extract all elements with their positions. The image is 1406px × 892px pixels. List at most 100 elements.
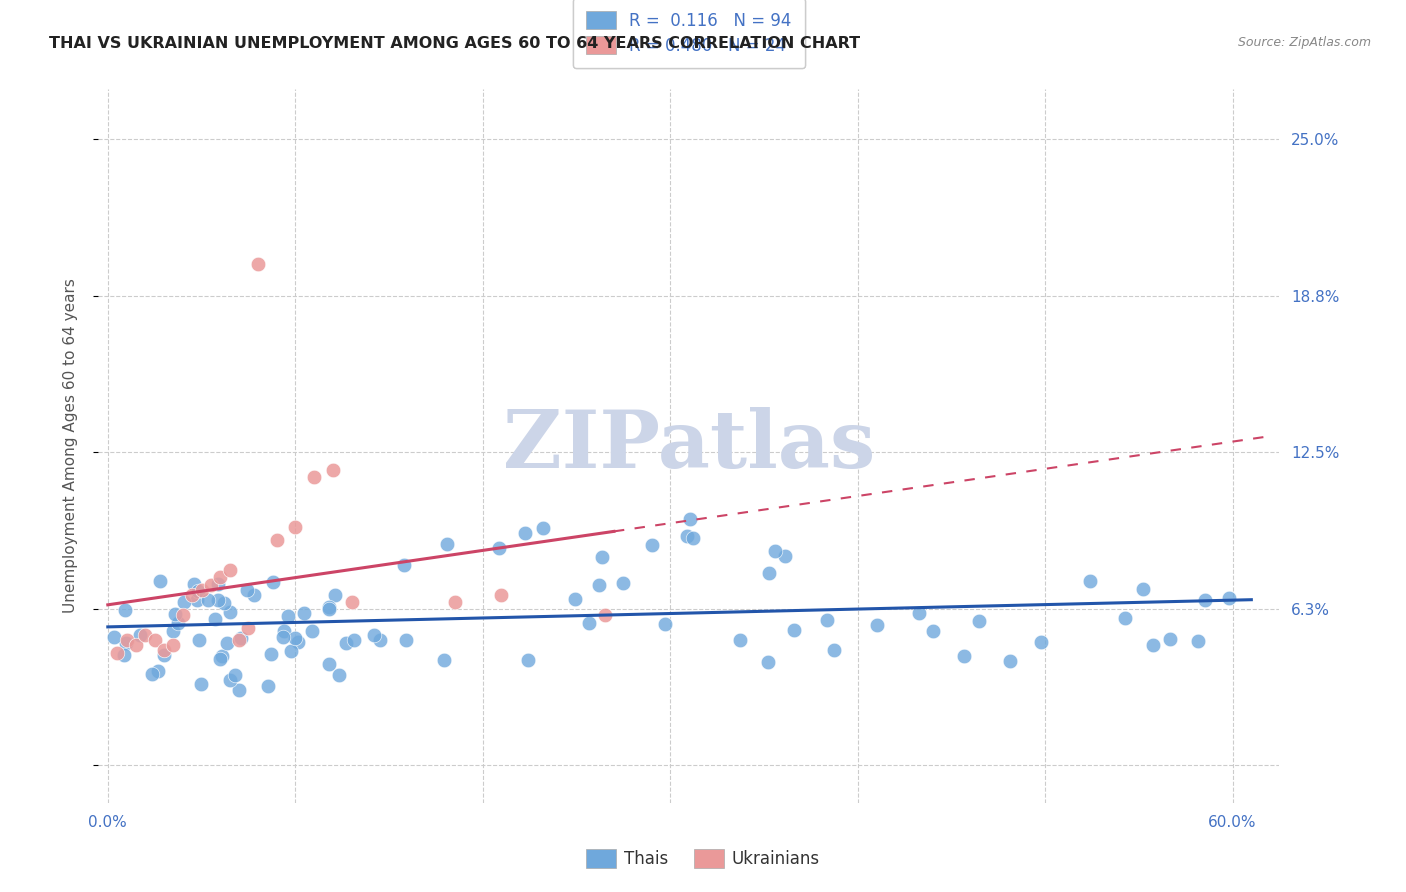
Point — [153, 648, 176, 663]
Point — [262, 575, 284, 590]
Point — [967, 614, 990, 628]
Point — [1080, 574, 1102, 588]
Point — [187, 584, 209, 599]
Point — [323, 588, 346, 602]
Point — [112, 648, 135, 663]
Point — [173, 595, 195, 609]
Point — [284, 631, 307, 645]
Point — [1132, 582, 1154, 596]
Point — [908, 606, 931, 620]
Point — [436, 537, 458, 551]
Legend: R =  0.116   N = 94, R = 0.480   N = 24: R = 0.116 N = 94, R = 0.480 N = 24 — [572, 0, 806, 69]
Point — [200, 578, 222, 592]
Point — [197, 593, 219, 607]
Point — [183, 577, 205, 591]
Point — [224, 667, 246, 681]
Point — [277, 608, 299, 623]
Point — [105, 646, 128, 660]
Point — [228, 683, 250, 698]
Point — [280, 644, 302, 658]
Point — [186, 593, 208, 607]
Point — [682, 531, 704, 545]
Text: Source: ZipAtlas.com: Source: ZipAtlas.com — [1237, 36, 1371, 49]
Point — [266, 533, 288, 547]
Point — [143, 633, 166, 648]
Point — [236, 583, 259, 598]
Point — [228, 633, 250, 648]
Point — [516, 653, 538, 667]
Point — [654, 616, 676, 631]
Point — [207, 593, 229, 607]
Point — [866, 618, 889, 632]
Point — [301, 624, 323, 639]
Point — [823, 643, 845, 657]
Point — [1142, 638, 1164, 652]
Point — [190, 582, 212, 597]
Point — [287, 635, 309, 649]
Point — [246, 257, 269, 271]
Point — [783, 624, 806, 638]
Point — [273, 624, 295, 639]
Point — [763, 544, 786, 558]
Point — [129, 628, 152, 642]
Point — [302, 470, 325, 484]
Point — [114, 603, 136, 617]
Point — [593, 607, 616, 622]
Point — [115, 633, 138, 648]
Point — [217, 636, 239, 650]
Point — [115, 635, 138, 649]
Point — [284, 520, 307, 534]
Point — [271, 630, 294, 644]
Point — [922, 624, 945, 638]
Point — [340, 595, 363, 609]
Point — [165, 607, 187, 621]
Y-axis label: Unemployment Among Ages 60 to 64 years: Unemployment Among Ages 60 to 64 years — [63, 278, 77, 614]
Point — [675, 529, 697, 543]
Point — [257, 679, 280, 693]
Point — [208, 652, 231, 666]
Point — [187, 632, 209, 647]
Point — [212, 596, 235, 610]
Point — [218, 605, 240, 619]
Point — [134, 628, 156, 642]
Point — [815, 613, 838, 627]
Point — [1114, 611, 1136, 625]
Point — [318, 602, 340, 616]
Point — [141, 666, 163, 681]
Legend: Thais, Ukrainians: Thais, Ukrainians — [579, 843, 827, 875]
Point — [103, 630, 125, 644]
Point — [1159, 632, 1181, 647]
Point — [328, 668, 350, 682]
Point — [564, 591, 586, 606]
Point — [209, 570, 232, 584]
Point — [238, 621, 260, 635]
Point — [758, 566, 780, 580]
Point — [181, 588, 204, 602]
Point — [218, 563, 240, 577]
Point — [172, 607, 194, 622]
Point — [1194, 592, 1216, 607]
Point — [395, 633, 418, 648]
Point — [1218, 591, 1240, 606]
Point — [591, 549, 613, 564]
Point — [167, 616, 190, 631]
Point — [368, 632, 391, 647]
Point — [491, 588, 513, 602]
Text: THAI VS UKRAINIAN UNEMPLOYMENT AMONG AGES 60 TO 64 YEARS CORRELATION CHART: THAI VS UKRAINIAN UNEMPLOYMENT AMONG AGE… — [49, 36, 860, 51]
Point — [394, 558, 416, 573]
Point — [162, 624, 184, 638]
Point — [679, 511, 702, 525]
Point — [728, 632, 751, 647]
Point — [513, 526, 536, 541]
Point — [612, 575, 634, 590]
Point — [488, 541, 510, 555]
Point — [162, 638, 184, 652]
Point — [243, 588, 266, 602]
Point — [641, 538, 664, 552]
Point — [443, 595, 465, 609]
Point — [125, 638, 148, 652]
Point — [588, 578, 610, 592]
Point — [153, 643, 176, 657]
Point — [578, 615, 600, 630]
Point — [146, 665, 169, 679]
